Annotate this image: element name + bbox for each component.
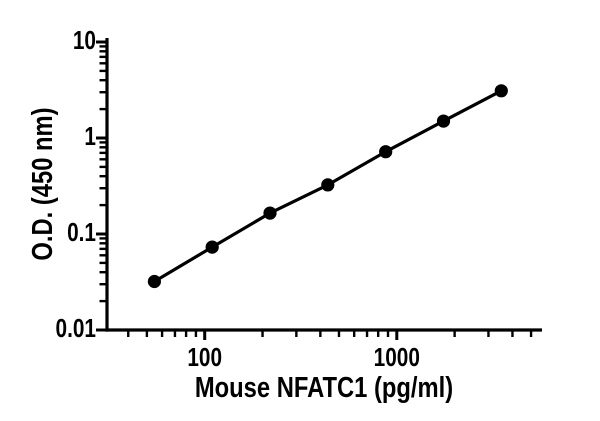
data-point	[379, 145, 393, 159]
x-tick-label: 1000	[374, 343, 420, 372]
y-tick-label: 10	[73, 26, 96, 55]
data-point	[263, 206, 277, 220]
plot-area: 100 1000 0.01 0.1 1 10	[56, 26, 542, 372]
x-tick-label: 100	[187, 343, 222, 372]
data-point	[436, 114, 451, 128]
data-point	[321, 178, 335, 192]
x-axis-title: Mouse NFATC1 (pg/ml)	[195, 371, 453, 404]
data-point	[147, 274, 161, 289]
data-point	[494, 84, 508, 98]
y-tick-label: 1	[84, 122, 96, 151]
data-point	[205, 240, 219, 254]
y-tick-label: 0.01	[56, 314, 96, 343]
y-tick-label: 0.1	[67, 218, 96, 247]
y-axis-title: O.D. (450 nm)	[26, 107, 59, 260]
